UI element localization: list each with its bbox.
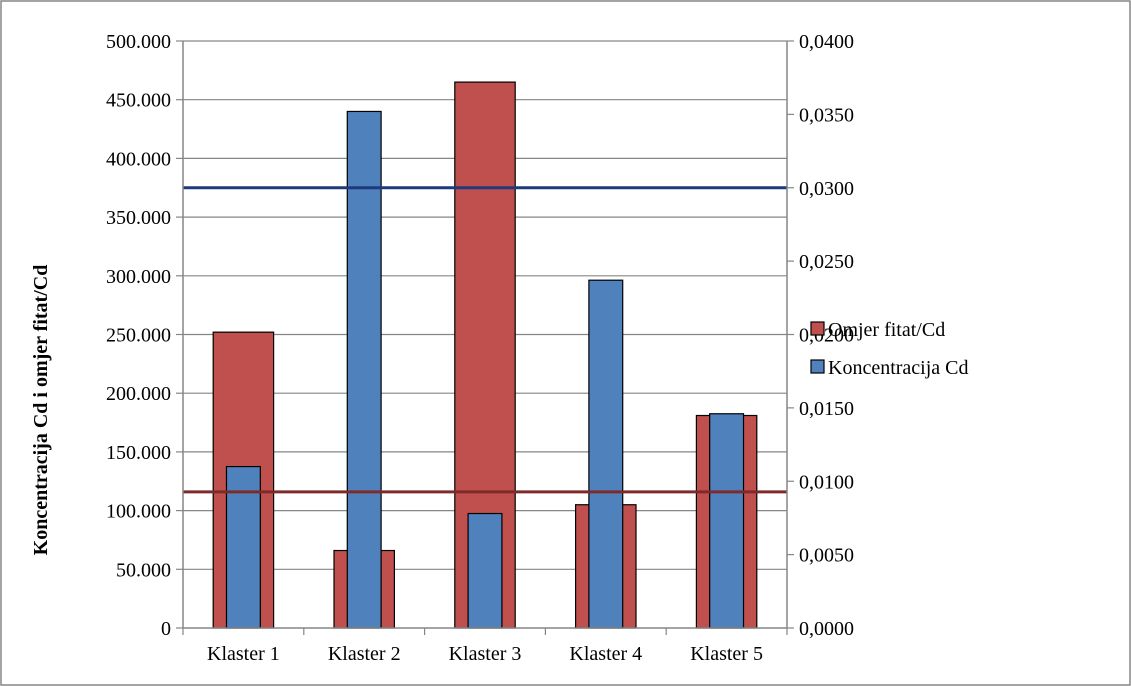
left-tick-label: 150.000 <box>106 442 171 464</box>
left-tick-label: 200.000 <box>106 383 171 405</box>
right-tick-label: 0,0050 <box>799 545 854 567</box>
category-label: Klaster 4 <box>569 643 642 665</box>
left-tick-label: 0 <box>161 618 171 640</box>
bar-koncentracija-cd <box>709 413 745 629</box>
left-tick-label: 300.000 <box>106 266 171 288</box>
left-tick-label: 500.000 <box>106 31 171 53</box>
left-tick-label: 250.000 <box>106 325 171 347</box>
right-tick-label: 0,0100 <box>799 471 854 493</box>
reference-lines <box>183 186 787 494</box>
legend-label: Omjer fitat/Cd <box>828 319 945 341</box>
right-tick-label: 0,0150 <box>799 398 854 420</box>
legend-swatch <box>810 321 825 336</box>
left-tick-label: 100.000 <box>106 501 171 523</box>
left-tick-label: 350.000 <box>106 207 171 229</box>
right-tick-label: 0,0000 <box>799 618 854 640</box>
right-tick-label: 0,0400 <box>799 31 854 53</box>
right-tick-label: 0,0300 <box>799 178 854 200</box>
left-tick-label: 50.000 <box>116 559 171 581</box>
bar-koncentracija-cd <box>588 279 624 629</box>
left-tick-label: 400.000 <box>106 148 171 170</box>
right-tick-label: 0,0350 <box>799 104 854 126</box>
y-axis-label: Koncentracija Cd i omjer fitat/Cd <box>30 265 52 556</box>
category-label: Klaster 5 <box>690 643 763 665</box>
legend-label: Koncentracija Cd <box>828 357 969 379</box>
left-tick-label: 450.000 <box>106 90 171 112</box>
right-tick-label: 0,0250 <box>799 251 854 273</box>
legend-swatch <box>810 359 825 374</box>
category-ticks: Klaster 1 Klaster 2 Klaster 3 Klaster 4 Klas… <box>182 628 788 665</box>
bar-koncentracija-cd <box>225 465 261 629</box>
category-label: Klaster 2 <box>328 643 401 665</box>
legend: Omjer fitat/Cd Koncentracija Cd <box>810 319 969 379</box>
bar-koncentracija-cd <box>467 512 503 629</box>
category-label: Klaster 1 <box>207 643 280 665</box>
category-label: Klaster 3 <box>449 643 522 665</box>
left-axis-ticks: 0 50.000 100.000 150.000 200.000 250.000 300.0… <box>106 31 183 640</box>
